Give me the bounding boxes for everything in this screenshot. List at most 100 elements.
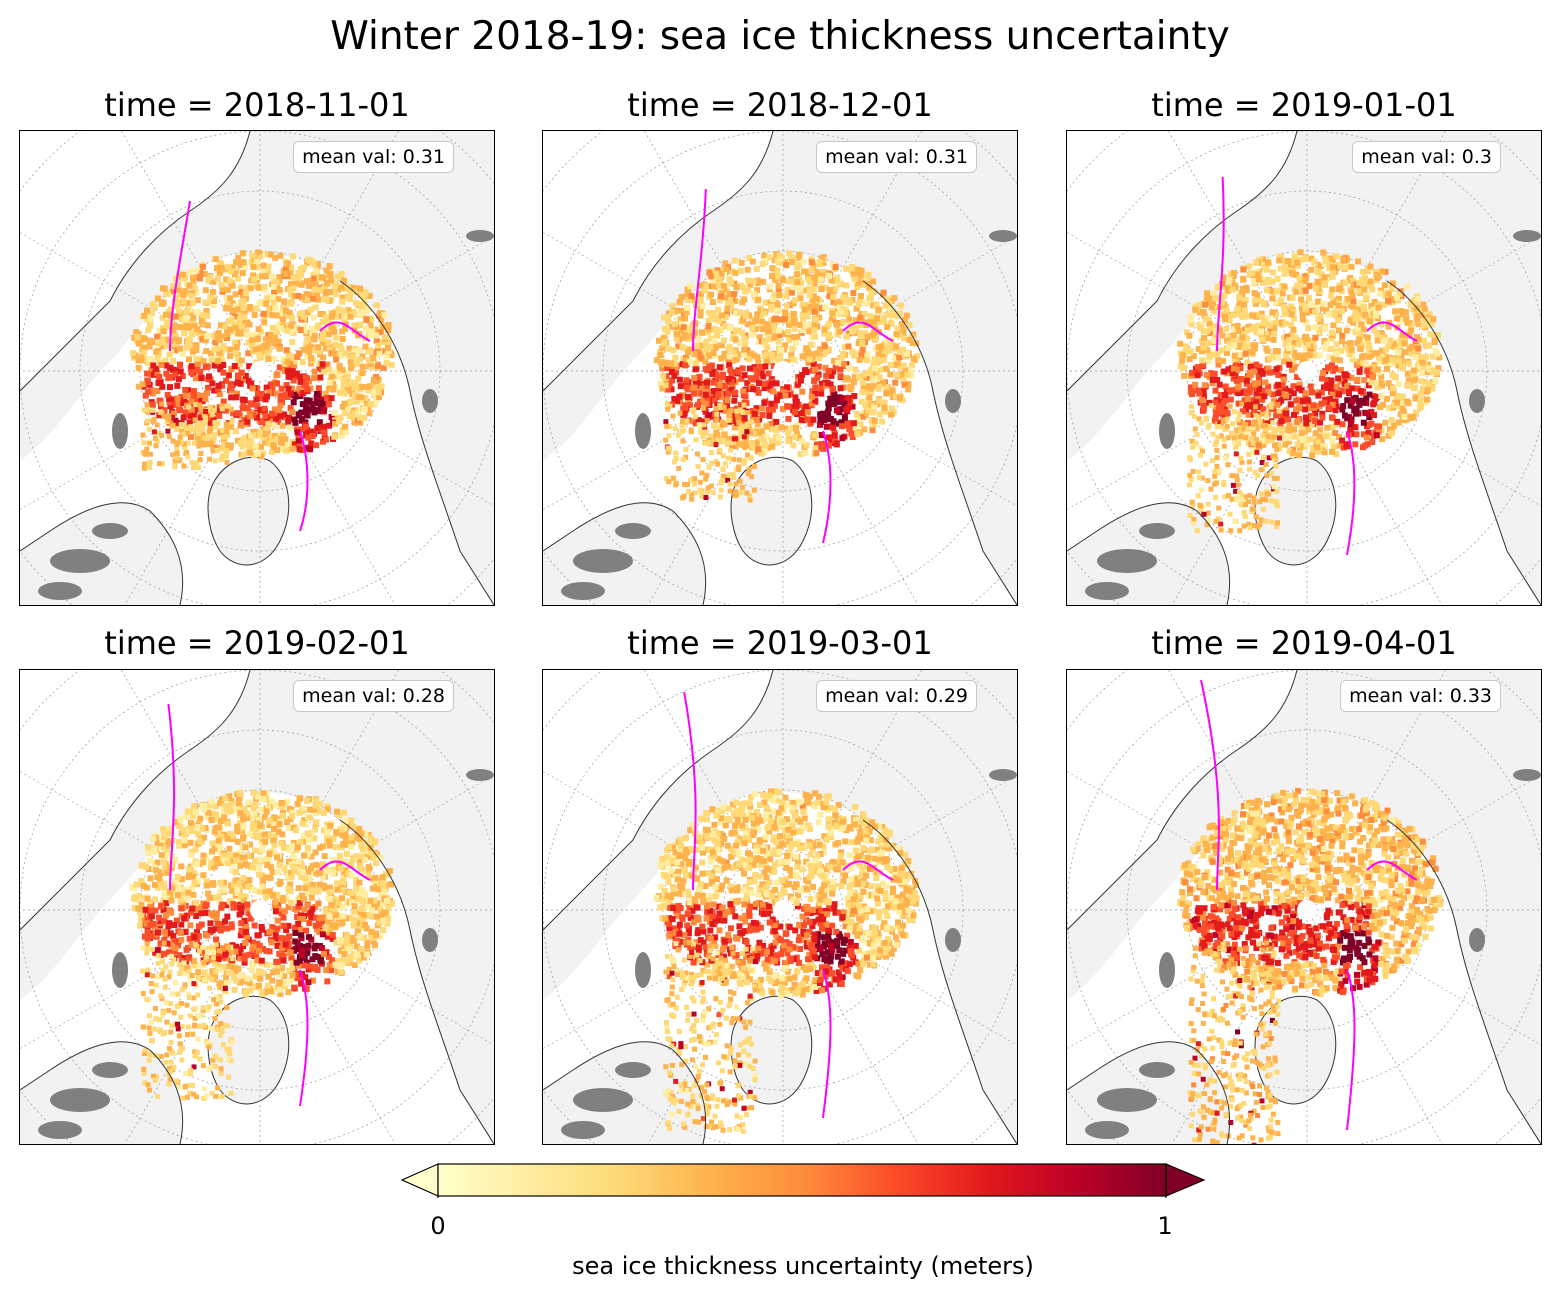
ice-cell (226, 327, 233, 333)
ice-cell (1218, 403, 1225, 410)
ice-cell (1253, 259, 1259, 266)
ice-cell (722, 461, 728, 467)
ice-cell (388, 361, 395, 368)
ice-cell (817, 276, 824, 283)
ice-cell (1290, 358, 1297, 365)
ice-cell (769, 265, 776, 272)
ice-cell (291, 441, 298, 448)
ice-cell (663, 476, 669, 481)
ice-cell (1367, 282, 1374, 289)
ice-cell (322, 390, 329, 397)
ice-cell (1223, 350, 1230, 356)
ice-cell (1270, 336, 1277, 343)
ice-cell (818, 432, 825, 438)
ice-cell (700, 434, 706, 440)
ice-cell (1343, 327, 1350, 334)
ice-cell (1212, 295, 1219, 302)
ice-cell (1187, 348, 1194, 355)
ice-cell (1294, 259, 1301, 266)
ice-cell (160, 461, 165, 467)
ice-cell (1365, 266, 1371, 273)
ice-cell (826, 331, 833, 338)
ice-cell (1339, 338, 1345, 345)
ice-cell (202, 287, 209, 294)
ice-cell (182, 393, 189, 399)
ice-cell (1250, 440, 1256, 446)
ice-cell (337, 343, 344, 350)
ice-cell (759, 261, 766, 267)
ice-cell (177, 345, 183, 352)
ice-cell (814, 374, 821, 381)
ice-cell (264, 428, 271, 435)
ice-cell (278, 396, 285, 403)
ice-cell (743, 437, 750, 444)
ice-cell (1308, 255, 1315, 262)
ice-cell (316, 348, 323, 355)
ice-cell (711, 283, 718, 290)
ice-cell (1216, 409, 1223, 416)
ice-cell (1397, 312, 1404, 319)
ice-cell (1361, 286, 1368, 293)
ice-cell (187, 414, 193, 419)
ice-field (130, 249, 395, 471)
ice-cell (1289, 366, 1295, 373)
ice-cell (314, 391, 320, 397)
ice-cell (789, 322, 796, 329)
meridian-line (782, 235, 1017, 372)
ice-cell (862, 330, 869, 337)
ice-cell (224, 286, 231, 293)
ice-cell (788, 289, 795, 296)
ice-cell (305, 434, 312, 441)
ice-cell (308, 360, 315, 367)
ice-cell (795, 380, 802, 387)
ice-cell (1298, 430, 1305, 436)
ice-cell (197, 355, 204, 362)
ice-cell (1316, 426, 1323, 433)
ice-cell (898, 321, 905, 328)
ice-cell (752, 366, 759, 373)
ice-cell (1297, 249, 1304, 256)
ice-cell (659, 365, 666, 372)
ice-cell (1350, 298, 1357, 305)
ice-cell (1392, 308, 1399, 315)
ice-cell (776, 332, 783, 339)
ice-cell (1238, 502, 1244, 508)
ice-cell (1339, 437, 1346, 444)
ice-cell (1415, 345, 1422, 352)
ice-cell (1378, 321, 1385, 328)
ice-cell (198, 437, 204, 442)
ice-cell (775, 273, 782, 280)
ice-cell (789, 278, 796, 285)
ice-cell (192, 406, 199, 412)
ice-cell (704, 418, 710, 424)
ice-cell (163, 319, 170, 326)
ice-cell (880, 318, 887, 325)
ice-cell (251, 311, 258, 318)
ice-cell (1221, 443, 1227, 449)
ice-cell (708, 273, 715, 280)
ice-cell (219, 453, 225, 459)
ice-cell (812, 316, 819, 323)
ice-cell (290, 399, 297, 406)
other-ice-patch (989, 230, 1017, 242)
ice-cell (231, 363, 238, 369)
ice-cell (1199, 357, 1206, 364)
ice-cell (227, 295, 234, 302)
ice-cell (159, 383, 166, 390)
ice-cell (231, 271, 238, 278)
ice-cell (814, 350, 821, 357)
ice-cell (201, 271, 208, 277)
ice-cell (843, 282, 850, 289)
ice-cell (1360, 431, 1367, 438)
ice-cell (1224, 285, 1231, 292)
ice-cell (373, 349, 380, 356)
ice-cell (1266, 355, 1273, 362)
ice-cell (761, 252, 768, 259)
ice-cell (894, 371, 900, 378)
ice-cell (216, 412, 223, 419)
ice-cell (1282, 341, 1289, 348)
ice-cell (720, 466, 726, 472)
ice-cell (1319, 375, 1326, 382)
ice-cell (1357, 388, 1364, 395)
ice-cell (812, 445, 819, 452)
